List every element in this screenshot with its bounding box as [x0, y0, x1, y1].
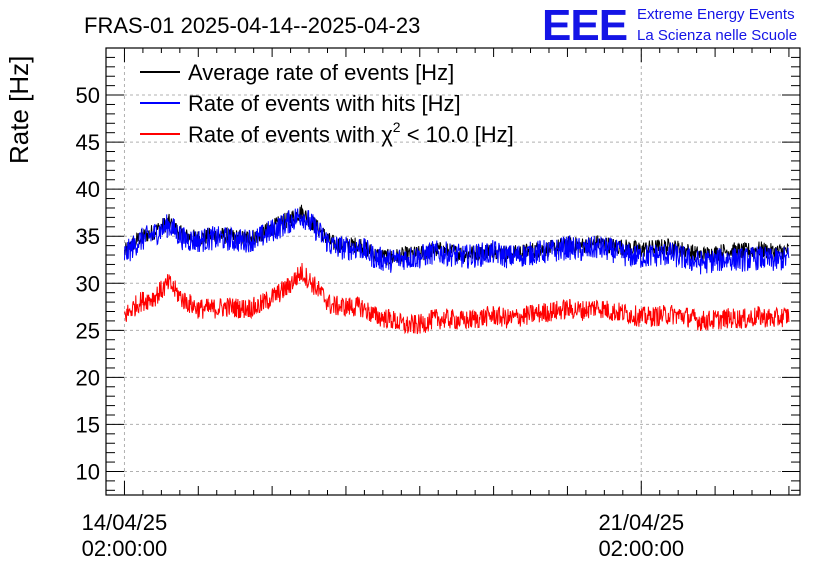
- y-tick-label: 10: [76, 459, 100, 484]
- x-tick-label-time: 02:00:00: [82, 536, 168, 561]
- legend-chi2-symbol: χ: [381, 122, 393, 147]
- tick-layer: [105, 48, 800, 495]
- x-tick-label-time: 02:00:00: [598, 536, 684, 561]
- y-tick-label: 30: [76, 271, 100, 296]
- series-line-chi2: [124, 262, 790, 335]
- x-tick-label-date: 21/04/25: [598, 510, 684, 535]
- eee-logo-mark: EEE: [542, 1, 627, 50]
- chart-title: FRAS-01 2025-04-14--2025-04-23: [84, 13, 420, 38]
- legend-label-average: Average rate of events [Hz]: [188, 60, 454, 85]
- legend-chi2-exponent: 2: [393, 119, 401, 135]
- y-tick-label: 20: [76, 365, 100, 390]
- y-tick-label: 45: [76, 130, 100, 155]
- y-tick-label: 40: [76, 177, 100, 202]
- legend-chi2-suffix: < 10.0 [Hz]: [401, 122, 514, 147]
- series-line-hits: [124, 208, 790, 275]
- legend-label-hits: Rate of events with hits [Hz]: [188, 91, 461, 116]
- y-tick-label: 15: [76, 412, 100, 437]
- grid-layer: [106, 48, 800, 495]
- legend-label-chi2: Rate of events with χ2 < 10.0 [Hz]: [188, 119, 514, 147]
- y-tick-label: 50: [76, 83, 100, 108]
- eee-logo-line1: Extreme Energy Events: [637, 6, 795, 23]
- y-tick-labels: 10 15 20 25 30 35 40 45 50: [76, 83, 100, 484]
- legend-chi2-prefix: Rate of events with: [188, 122, 381, 147]
- y-tick-label: 35: [76, 224, 100, 249]
- legend: Average rate of events [Hz] Rate of even…: [140, 60, 514, 147]
- x-tick-label-date: 14/04/25: [82, 510, 168, 535]
- y-tick-label: 25: [76, 318, 100, 343]
- series-layer: [124, 204, 790, 335]
- plot-frame: [105, 47, 801, 496]
- eee-logo-line2: La Scienza nelle Scuole: [637, 27, 797, 44]
- eee-logo: EEE Extreme Energy Events La Scienza nel…: [542, 1, 797, 50]
- y-axis-label: Rate [Hz]: [4, 56, 34, 164]
